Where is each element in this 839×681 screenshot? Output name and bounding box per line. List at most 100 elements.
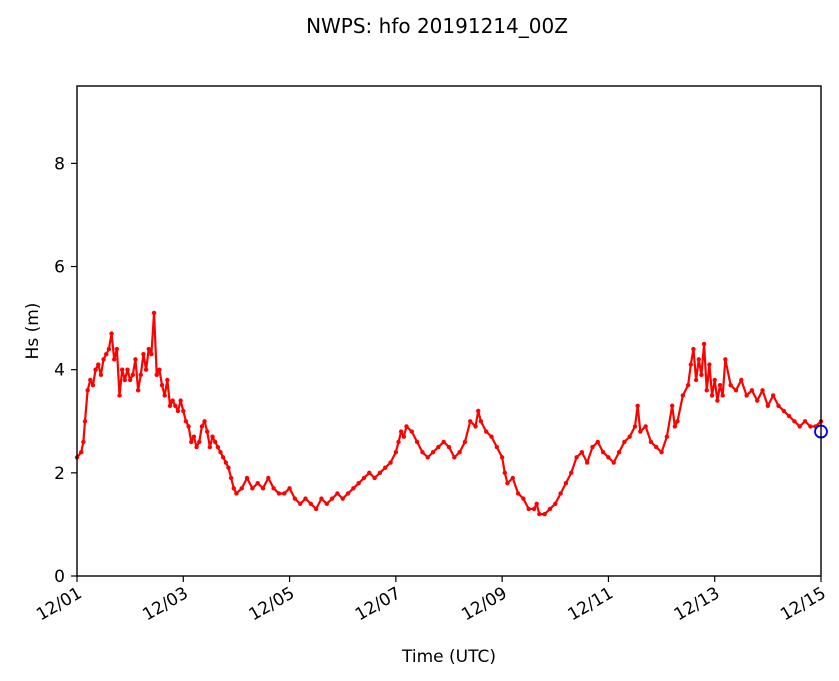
hs-data-point bbox=[452, 455, 457, 460]
hs-data-point bbox=[154, 372, 159, 378]
hs-data-point bbox=[101, 357, 106, 362]
hs-data-point bbox=[146, 346, 151, 352]
chart-title: NWPS: hfo 20191214_00Z bbox=[306, 14, 568, 38]
hs-data-point bbox=[675, 419, 680, 424]
hs-data-point bbox=[709, 393, 715, 398]
hs-data-point bbox=[189, 439, 194, 445]
hs-data-point bbox=[218, 450, 223, 455]
hs-data-point bbox=[194, 444, 199, 450]
hs-data-point bbox=[414, 439, 420, 445]
hs-data-point bbox=[96, 362, 101, 367]
hs-data-point bbox=[688, 362, 693, 367]
hs-data-point bbox=[723, 357, 728, 362]
hs-data-point bbox=[361, 475, 367, 481]
y-tick-label: 8 bbox=[54, 154, 65, 174]
hs-data-point bbox=[446, 444, 452, 450]
hs-data-point bbox=[502, 470, 507, 476]
hs-data-point bbox=[173, 403, 178, 408]
hs-data-point bbox=[112, 357, 117, 362]
y-tick-label: 2 bbox=[54, 464, 65, 484]
hs-data-point bbox=[398, 429, 404, 434]
hs-data-point bbox=[202, 419, 207, 424]
y-axis: 0 2 4 6 8 bbox=[54, 154, 77, 587]
hs-data-point bbox=[119, 367, 125, 372]
hs-data-point bbox=[420, 450, 425, 455]
hs-data-point bbox=[329, 496, 335, 501]
hs-data-point bbox=[141, 352, 146, 357]
hs-data-point bbox=[765, 403, 771, 408]
hs-data-point bbox=[308, 501, 314, 506]
hs-data-point bbox=[157, 367, 162, 372]
hs-data-point bbox=[183, 419, 189, 424]
hs-data-point bbox=[393, 450, 399, 455]
hs-data-point bbox=[595, 439, 600, 445]
hs-data-point bbox=[207, 444, 213, 450]
hs-data-point bbox=[672, 424, 678, 429]
hs-data-point bbox=[340, 496, 345, 501]
hs-data-point bbox=[250, 486, 255, 491]
hs-data-point bbox=[685, 382, 691, 388]
hs-data-point bbox=[635, 403, 640, 408]
hs-data-point bbox=[234, 491, 239, 496]
hs-data-point bbox=[537, 511, 542, 517]
hs-data-point bbox=[239, 486, 244, 491]
hs-data-point bbox=[162, 393, 167, 398]
hs-data-point bbox=[149, 352, 154, 357]
hs-data-point bbox=[526, 506, 531, 512]
hs-data-point bbox=[648, 439, 654, 445]
hs-data-point bbox=[534, 501, 539, 506]
y-axis-label: Hs (m) bbox=[23, 303, 43, 360]
hs-data-point bbox=[351, 486, 356, 491]
hs-data-point bbox=[760, 388, 765, 393]
hs-data-point bbox=[159, 382, 165, 388]
hs-data-point bbox=[181, 408, 186, 414]
hs-data-point bbox=[786, 413, 792, 419]
hs-data-point bbox=[715, 398, 720, 403]
hs-data-point bbox=[659, 450, 664, 455]
hs-data-point bbox=[478, 419, 484, 424]
hs-data-point bbox=[210, 434, 215, 439]
hs-data-point bbox=[808, 424, 813, 429]
hs-data-point bbox=[563, 480, 569, 486]
hs-data-point bbox=[473, 424, 478, 429]
hs-data-point bbox=[638, 429, 643, 434]
hs-data-point bbox=[558, 491, 563, 496]
hs-data-point bbox=[127, 377, 133, 383]
hs-data-point bbox=[425, 455, 430, 460]
hs-data-point bbox=[430, 450, 436, 455]
hs-data-point bbox=[712, 377, 717, 383]
hs-data-point bbox=[167, 403, 173, 408]
hs-data-point bbox=[717, 382, 723, 388]
hs-data-point bbox=[699, 372, 704, 378]
hs-data-point bbox=[81, 439, 86, 445]
hs-data-point bbox=[457, 450, 462, 455]
hs-data-point bbox=[85, 388, 90, 393]
hs-data-point bbox=[114, 346, 120, 352]
hs-data-point bbox=[383, 465, 388, 470]
plot-area bbox=[74, 85, 828, 577]
hs-data-point bbox=[691, 346, 696, 352]
hs-data-point bbox=[135, 388, 141, 393]
hs-data-point bbox=[531, 506, 537, 512]
hs-data-point bbox=[125, 367, 130, 372]
hs-data-point bbox=[122, 377, 128, 383]
hs-data-point bbox=[231, 486, 236, 491]
hs-data-point bbox=[404, 424, 409, 429]
hs-data-point bbox=[600, 450, 606, 455]
hs-data-point bbox=[720, 393, 725, 398]
hs-data-point bbox=[228, 475, 234, 481]
hs-data-point bbox=[494, 444, 500, 450]
hs-data-point bbox=[622, 439, 627, 445]
hs-data-point bbox=[547, 506, 553, 512]
hs-data-point bbox=[584, 460, 590, 465]
hs-data-point bbox=[143, 367, 149, 372]
hs-data-point bbox=[521, 496, 526, 501]
hs-data-point bbox=[356, 480, 361, 486]
hs-data-point bbox=[627, 434, 632, 439]
hs-data-point bbox=[106, 346, 112, 352]
hs-data-point bbox=[468, 419, 473, 424]
hs-data-point bbox=[462, 439, 468, 445]
hs-data-point bbox=[654, 444, 659, 450]
hs-data-point bbox=[409, 429, 414, 434]
